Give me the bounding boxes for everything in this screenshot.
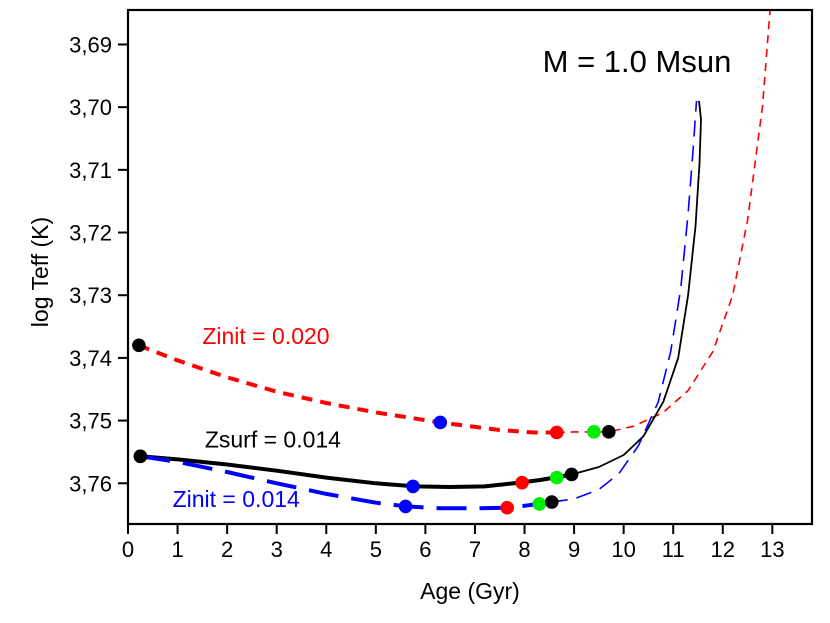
series-1-marker-2 [515,475,529,490]
series-2-marker-2 [500,500,514,515]
series-labels: Zinit = 0.020 Zsurf = 0.014 Zinit = 0.014 [173,323,342,512]
y-tick-label-5: 3,74 [69,346,112,371]
series-0-segment-1 [556,10,771,434]
y-tick-label-0: 3,69 [69,32,112,57]
y-tick-label-4: 3,73 [69,283,112,308]
x-tick-label-6: 6 [419,537,431,562]
x-tick-label-13: 13 [760,537,784,562]
series-0-marker-4 [601,425,616,439]
y-tick-label-1: 3,70 [69,95,112,120]
x-tick-label-3: 3 [271,537,283,562]
x-tick-label-9: 9 [568,537,580,562]
x-tick-label-12: 12 [711,537,735,562]
y-axis: 3,69 3,70 3,71 3,72 3,73 3,74 3,75 3,76 [69,32,128,496]
x-tick-label-5: 5 [370,537,382,562]
series-1-marker-1 [406,479,420,494]
chart-title: M = 1.0 Msun [543,44,732,79]
x-axis-label: Age (Gyr) [420,578,520,604]
series-2-segment-1 [551,100,698,503]
y-tick-label-6: 3,75 [69,409,112,434]
y-tick-label-7: 3,76 [69,471,112,496]
y-tick-label-3: 3,72 [69,221,112,246]
series-label-2: Zinit = 0.014 [173,486,300,512]
series-0-segment-0 [138,343,557,435]
x-tick-label-10: 10 [611,537,635,562]
series-0-marker-3 [587,425,601,439]
x-tick-label-0: 0 [122,537,134,562]
marker-layer [132,338,616,515]
series-1-marker-4 [564,467,579,482]
x-tick-label-1: 1 [171,537,183,562]
series-1-marker-3 [549,470,564,485]
series-2-marker-3 [532,497,547,511]
series-0-marker-2 [549,425,564,440]
x-tick-label-11: 11 [662,537,685,562]
x-tick-label-7: 7 [469,537,481,562]
series-0-marker-0 [132,338,146,353]
x-tick-label-4: 4 [320,537,332,562]
x-axis: 0 1 2 3 4 5 6 7 8 9 10 11 12 13 [122,524,785,562]
series-1-segment-0 [140,454,572,489]
x-tick-label-2: 2 [221,537,233,562]
x-tick-label-8: 8 [518,537,530,562]
series-2-marker-0 [133,449,148,464]
series-0-marker-1 [433,415,448,430]
y-tick-label-2: 3,71 [69,158,112,183]
series-label-1: Zsurf = 0.014 [205,427,341,453]
series-label-0: Zinit = 0.020 [202,323,329,349]
series-1-segment-1 [571,100,702,476]
plot-frame [126,8,814,526]
y-axis-label: log Teff (K) [27,217,53,327]
series-2-marker-1 [398,499,413,514]
series-2-marker-4 [544,495,559,509]
